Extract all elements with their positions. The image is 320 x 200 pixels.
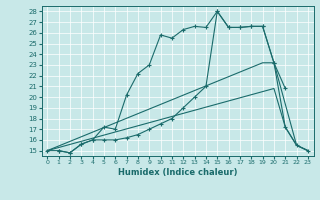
X-axis label: Humidex (Indice chaleur): Humidex (Indice chaleur) [118,168,237,177]
